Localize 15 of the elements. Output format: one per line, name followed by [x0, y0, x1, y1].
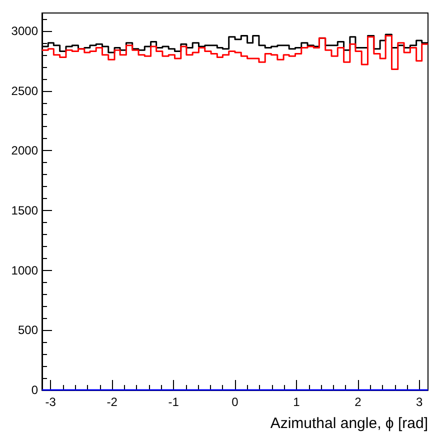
- y-tick-label: 3000: [11, 24, 38, 38]
- x-tick-label: 0: [232, 395, 239, 409]
- x-tick-label: 3: [416, 395, 424, 409]
- y-tick-label: 2000: [11, 144, 38, 158]
- x-axis-title: Azimuthal angle, ϕ [rad]: [270, 415, 428, 432]
- y-tick-label: 1500: [11, 203, 38, 218]
- x-tick-label: 1: [293, 395, 300, 409]
- y-tick-label: 0: [31, 383, 38, 397]
- x-tick-label: 2: [354, 395, 362, 409]
- y-tick-label: 500: [18, 323, 38, 338]
- y-tick-label: 2500: [11, 84, 38, 98]
- x-tick-label: -3: [45, 395, 56, 409]
- x-tick-label: -1: [168, 395, 180, 409]
- y-tick-label: 1000: [11, 263, 38, 278]
- x-tick-label: -2: [106, 395, 118, 409]
